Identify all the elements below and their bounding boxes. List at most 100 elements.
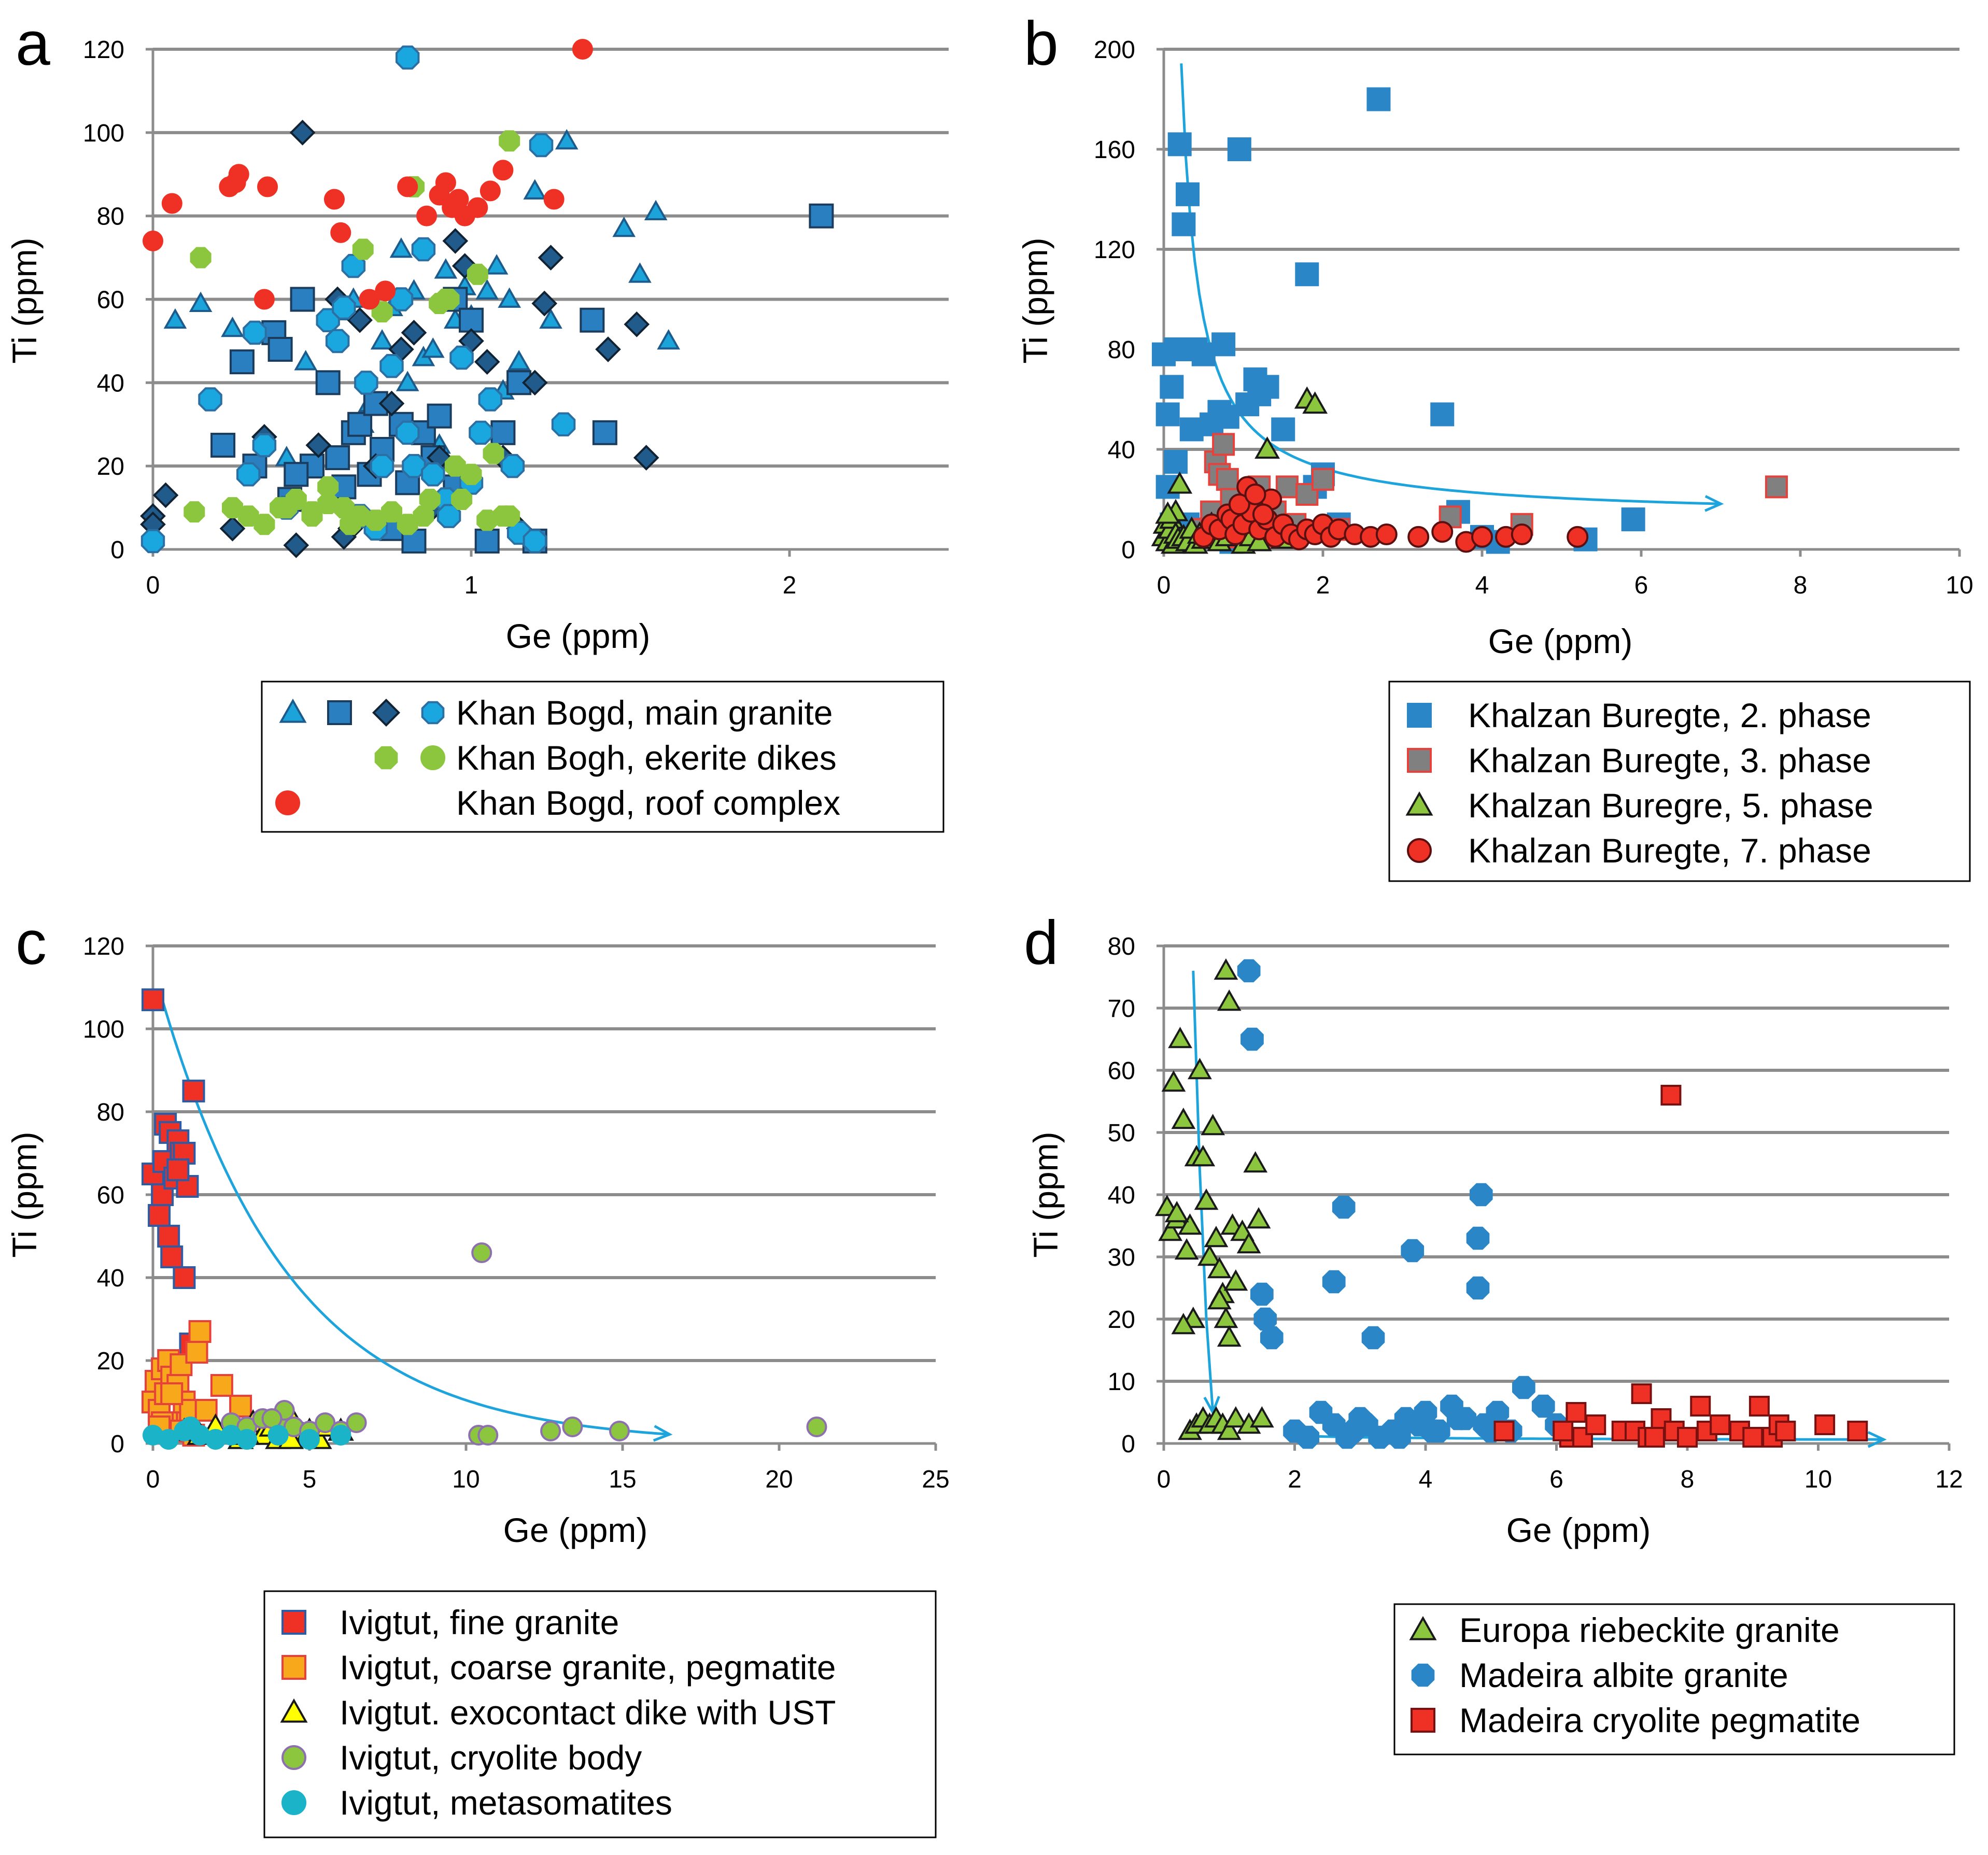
legend-label-b-2: Khalzan Buregre, 5. phase: [1468, 786, 1873, 825]
data-point-a-3-14: [396, 420, 420, 445]
data-point-b-2-22: [1254, 436, 1280, 459]
y-tick-label-d-0: 0: [1121, 1431, 1135, 1458]
data-point-d-2-15: [1710, 1414, 1731, 1435]
data-point-d-0-10: [1188, 1057, 1212, 1080]
legend-marker-b-1-0: [1407, 748, 1432, 773]
y-tick-label-c-4: 80: [97, 1099, 124, 1126]
data-point-a-1-29: [580, 307, 605, 333]
series-d-1: [1237, 959, 1568, 1449]
data-point-d-0-39: [1171, 1312, 1196, 1335]
data-point-d-0-14: [1201, 1113, 1225, 1136]
data-point-a-3-19: [449, 345, 474, 370]
data-point-b-0-9: [1191, 342, 1216, 366]
data-point-a-5-0: [143, 230, 163, 251]
data-point-b-0-1: [1155, 402, 1180, 427]
series-c-3: [221, 1242, 827, 1446]
series-d-0: [1154, 958, 1274, 1440]
data-point-d-1-2: [1250, 1282, 1274, 1306]
data-point-c-3-13: [540, 1421, 561, 1441]
data-point-b-2-21: [1246, 529, 1272, 551]
data-point-c-4-8: [299, 1429, 320, 1450]
data-point-d-2-4: [1585, 1414, 1606, 1435]
data-point-a-0-25: [555, 129, 579, 150]
y-axis-label-d: Ti (ppm): [1026, 1131, 1065, 1257]
data-point-d-0-16: [1207, 1256, 1232, 1279]
data-point-a-3-21: [469, 420, 493, 445]
data-point-b-1-19: [1765, 475, 1788, 499]
data-point-b-0-19: [1271, 417, 1295, 442]
data-point-d-2-0: [1493, 1421, 1515, 1441]
data-point-a-2-26: [624, 311, 650, 337]
data-point-a-1-6: [290, 287, 315, 312]
legend-label-a-0: Khan Bogd, main granite: [456, 693, 833, 732]
y-tick-label-a-2: 40: [97, 370, 124, 397]
data-point-a-5-6: [253, 289, 275, 310]
data-point-b-0-20: [1295, 262, 1319, 287]
series-a-2: [140, 120, 659, 558]
data-point-d-2-13: [1690, 1396, 1711, 1417]
data-point-a-2-22: [521, 370, 548, 396]
y-tick-label-c-2: 40: [97, 1265, 124, 1292]
data-point-c-0-12: [173, 1266, 196, 1289]
data-point-a-3-15: [402, 454, 426, 478]
data-point-d-0-6: [1174, 1238, 1199, 1260]
data-point-d-1-1: [1240, 1027, 1264, 1051]
data-point-d-1-12: [1470, 1183, 1493, 1207]
x-tick-label-d-4: 8: [1681, 1466, 1695, 1493]
legend-box-c: [263, 1590, 937, 1838]
legend-label-a-1: Khan Bogh, ekerite dikes: [456, 739, 837, 777]
x-tick-label-d-2: 4: [1419, 1466, 1433, 1493]
data-point-b-0-25: [1430, 402, 1455, 427]
data-point-d-1-32: [1355, 1413, 1378, 1437]
data-point-d-0-32: [1217, 1418, 1242, 1440]
data-point-a-4-34: [276, 497, 298, 519]
y-tick-label-b-4: 160: [1094, 136, 1135, 164]
data-point-d-0-11: [1191, 1144, 1216, 1167]
data-point-a-3-1: [198, 387, 222, 412]
data-point-a-3-25: [523, 529, 547, 554]
data-point-a-2-16: [442, 228, 469, 254]
legend-marker-d-2-0: [1411, 1708, 1435, 1733]
legend-label-c-4: Ivigtut, metasomatites: [340, 1783, 672, 1822]
series-b-3: [1192, 476, 1589, 553]
data-point-d-0-24: [1243, 1151, 1268, 1173]
x-axis-label-d: Ge (ppm): [1506, 1511, 1651, 1549]
legend-label-a-2: Khan Bogd, roof complex: [456, 784, 840, 822]
data-point-a-0-28: [644, 200, 668, 221]
data-point-b-0-14: [1227, 137, 1251, 161]
data-point-a-0-20: [485, 254, 509, 275]
legend-marker-d-0-0: [1409, 1616, 1437, 1640]
data-point-b-3-27: [1471, 526, 1493, 548]
x-tick-label-c-2: 10: [452, 1466, 480, 1493]
y-axis-label-c: Ti (ppm): [5, 1131, 44, 1257]
y-tick-label-a-4: 80: [97, 203, 124, 231]
data-point-a-2-27: [633, 445, 659, 471]
chart-panel-a: a 0 20 40 60 80 100 120 0 1 2 Ge (ppm) Ti (ppm) Khan …: [5, 9, 949, 833]
y-tick-label-d-6: 60: [1108, 1057, 1135, 1085]
data-point-a-0-31: [396, 371, 419, 391]
data-point-a-5-22: [572, 39, 593, 60]
data-point-a-1-1: [229, 349, 255, 375]
data-point-a-5-18: [467, 197, 488, 218]
data-point-a-0-26: [612, 216, 636, 237]
data-point-d-1-11: [1466, 1276, 1490, 1300]
data-point-a-5-9: [359, 289, 380, 310]
data-point-d-1-36: [1335, 1425, 1359, 1449]
data-point-b-0-12: [1211, 332, 1236, 357]
data-point-a-0-27: [628, 262, 652, 283]
legend-label-b-0: Khalzan Buregte, 2. phase: [1468, 696, 1871, 734]
data-point-b-0-30: [1621, 507, 1645, 532]
data-point-a-1-24: [459, 307, 484, 333]
legend-marker-a-1-1: [420, 745, 445, 770]
legend-marker-a-0-1: [327, 700, 352, 725]
data-point-c-4-6: [236, 1429, 258, 1450]
data-point-a-1-30: [592, 420, 617, 445]
legend-label-b-3: Khalzan Buregte, 7. phase: [1468, 831, 1871, 870]
data-point-a-2-23: [531, 290, 558, 317]
data-point-c-1-14: [188, 1320, 212, 1343]
data-point-a-4-31: [499, 505, 520, 527]
data-point-d-2-2: [1566, 1402, 1587, 1423]
data-point-d-0-23: [1236, 1231, 1261, 1254]
y-tick-label-a-3: 60: [97, 287, 124, 314]
data-point-c-3-12: [477, 1425, 499, 1446]
